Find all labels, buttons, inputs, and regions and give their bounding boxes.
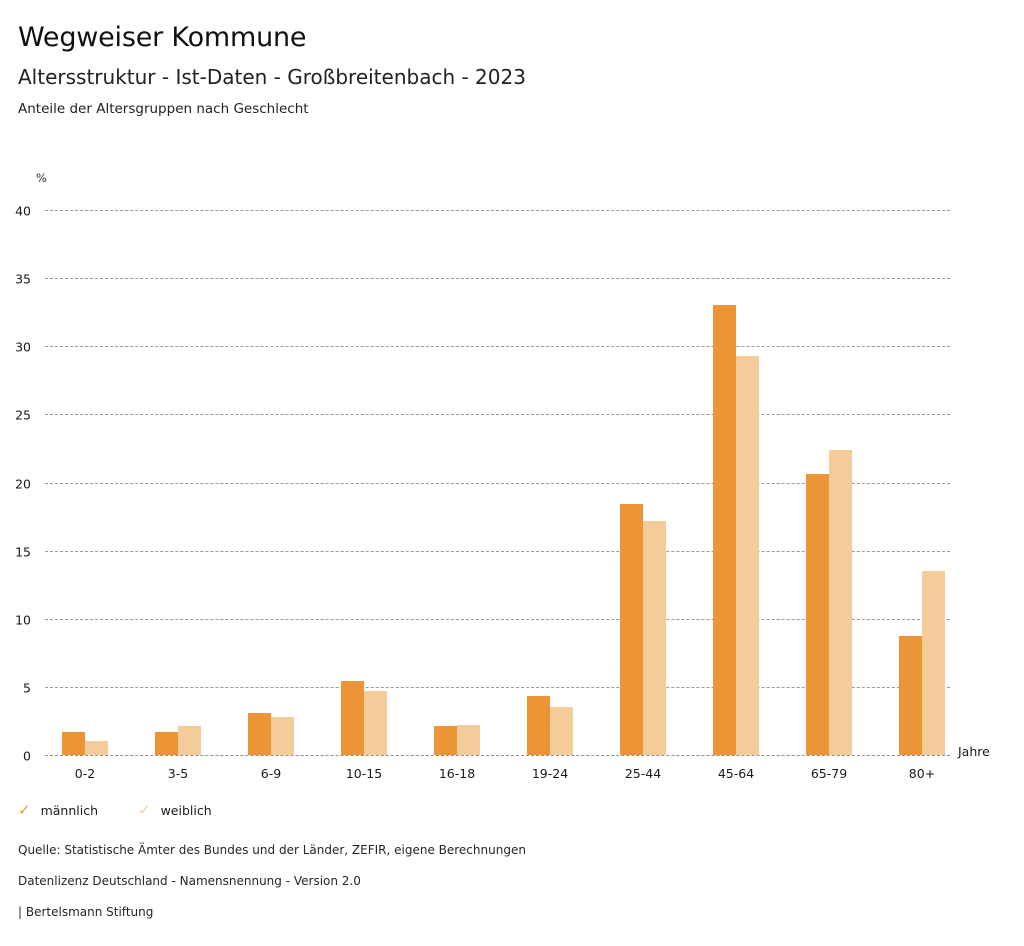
y-axis-tick-label: 40: [15, 203, 31, 219]
legend-item-weiblich[interactable]: ✓ weiblich: [138, 801, 212, 819]
x-axis-tick-label: 80+: [908, 766, 936, 781]
chart-container: % 40 35 30 25 20 15 10 5 0 0-2 3-5 6-9 10-15 16-18 19…: [15, 171, 990, 781]
gridline: 30: [15, 340, 950, 355]
gridline: 10: [15, 612, 950, 627]
bar-männlich-65-79[interactable]: [806, 474, 829, 755]
legend-item-label: weiblich: [160, 803, 212, 818]
chart-header: Wegweiser Kommune Altersstruktur - Ist-D…: [18, 0, 1024, 117]
x-axis-tick-label: 0-2: [74, 766, 96, 781]
y-axis-tick-label: 5: [23, 680, 31, 696]
footer-line: Quelle: Statistische Ämter des Bundes un…: [18, 843, 526, 857]
gridline: 15: [15, 544, 950, 559]
bar-group: 6-9: [248, 210, 295, 781]
bar-weiblich-80+[interactable]: [922, 571, 945, 755]
bar-group: 0-2: [62, 210, 109, 781]
check-icon: ✓: [138, 801, 151, 819]
x-axis-tick-label: 6-9: [260, 766, 282, 781]
x-axis-tick-label: 65-79: [810, 766, 848, 781]
gridline: 25: [15, 408, 950, 423]
legend-item-label: männlich: [40, 803, 98, 818]
bar-männlich-16-18[interactable]: [434, 726, 457, 755]
chart-subtitle: Altersstruktur - Ist-Daten - Großbreiten…: [18, 65, 526, 89]
bar-männlich-10-15[interactable]: [341, 681, 364, 755]
y-axis-tick-label: 15: [15, 544, 31, 560]
footer-line: | Bertelsmann Stiftung: [18, 905, 154, 919]
y-axis-tick-label: 20: [15, 476, 31, 491]
bar-weiblich-45-64[interactable]: [736, 355, 759, 755]
y-axis-tick-label: 25: [15, 407, 31, 423]
y-axis-tick-label: 0: [23, 748, 31, 764]
y-axis-tick-label: 10: [15, 612, 31, 628]
gridline: 0: [23, 749, 950, 764]
bar-männlich-45-64[interactable]: [713, 305, 736, 755]
gridline: 35: [15, 272, 950, 287]
bar-weiblich-19-24[interactable]: [550, 707, 573, 755]
gridline: 40: [15, 204, 950, 219]
footer-line: Datenlizenz Deutschland - Namensnennung …: [18, 874, 361, 888]
bar-group: 16-18: [434, 210, 481, 781]
bar-weiblich-25-44[interactable]: [643, 520, 666, 755]
y-axis-tick-label: 30: [15, 339, 31, 355]
x-axis-tick-label: 10-15: [345, 766, 383, 781]
bar-group: 80+: [899, 210, 946, 781]
gridline: 5: [23, 680, 950, 695]
chart-description: Anteile der Altersgruppen nach Geschlech…: [18, 101, 309, 117]
bar-group: 10-15: [341, 210, 388, 781]
bar-männlich-0-2[interactable]: [62, 731, 85, 755]
bar-groups: 0-2 3-5 6-9 10-15 16-18 19-24 25-44 45-64 65-79 8…: [45, 210, 950, 781]
y-axis-unit-label: %: [36, 171, 47, 185]
bar-group: 65-79: [806, 210, 853, 781]
plot-area: 40 35 30 25 20 15 10 5 0 0-2 3-5 6-9 10-15 16-18 19-2…: [15, 204, 950, 781]
bar-weiblich-16-18[interactable]: [457, 725, 480, 755]
x-axis-tick-label: 25-44: [624, 766, 662, 781]
bar-group: 25-44: [620, 210, 667, 781]
x-axis-tick-label: 19-24: [531, 766, 569, 781]
bar-group: 19-24: [527, 210, 574, 781]
check-icon: ✓: [18, 801, 31, 819]
x-axis-tick-label: 16-18: [438, 766, 476, 781]
x-axis-tick-label: 45-64: [717, 766, 755, 781]
gridline: 20: [15, 476, 950, 491]
bar-männlich-19-24[interactable]: [527, 696, 550, 755]
x-axis-unit-label: Jahre: [958, 744, 990, 759]
bar-group: 3-5: [155, 210, 202, 781]
bar-männlich-80+[interactable]: [899, 636, 922, 755]
bar-weiblich-65-79[interactable]: [829, 449, 852, 755]
bar-group: 45-64: [713, 210, 760, 781]
bar-männlich-6-9[interactable]: [248, 712, 271, 755]
bar-männlich-3-5[interactable]: [155, 731, 178, 755]
chart-footer: Quelle: Statistische Ämter des Bundes un…: [18, 843, 978, 936]
legend-item-männlich[interactable]: ✓ männlich: [18, 801, 98, 819]
bar-männlich-25-44[interactable]: [620, 504, 643, 755]
bar-weiblich-0-2[interactable]: [85, 741, 108, 755]
chart-legend: ✓ männlich ✓ weiblich: [18, 801, 252, 819]
x-axis-tick-label: 3-5: [167, 766, 189, 781]
bar-weiblich-10-15[interactable]: [364, 690, 387, 755]
bar-weiblich-3-5[interactable]: [178, 726, 201, 755]
y-axis-tick-label: 35: [15, 271, 31, 287]
bar-weiblich-6-9[interactable]: [271, 716, 294, 755]
page-title: Wegweiser Kommune: [18, 22, 307, 53]
